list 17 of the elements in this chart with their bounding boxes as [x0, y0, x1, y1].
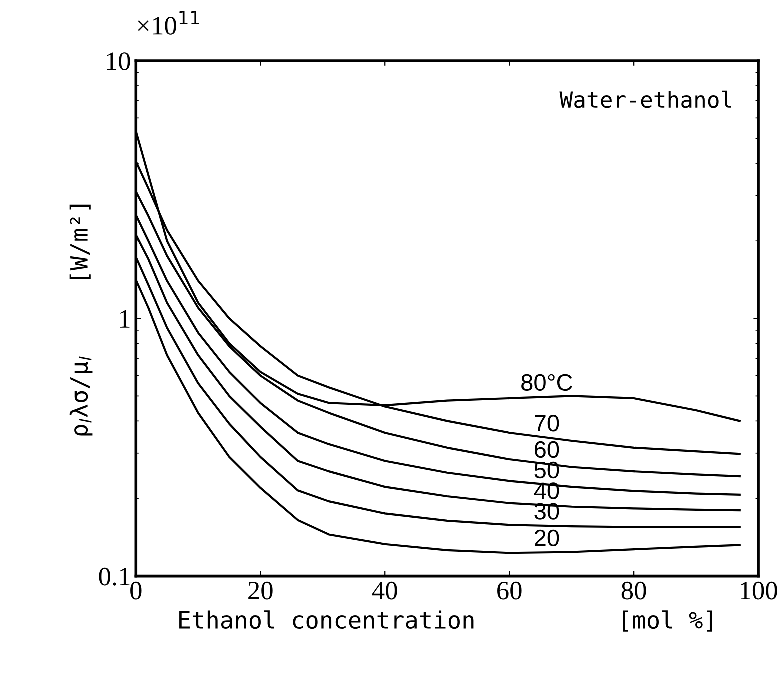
- series-label: 80°C: [522, 374, 572, 392]
- y-tick-label: 10: [107, 52, 130, 70]
- series-label: 70: [535, 415, 560, 432]
- x-tick-label: 40: [372, 582, 398, 600]
- series-label: 60: [535, 441, 560, 458]
- x-tick-label: 20: [248, 582, 273, 600]
- y-tick-label: 0.1: [99, 568, 130, 586]
- y-tick-label: 1: [120, 310, 130, 328]
- text: ρ$_{l}$λσ/μ$_{l}$ [W/m²]: [70, 204, 93, 436]
- series-label: 20: [534, 530, 560, 547]
- x-tick-label: 100: [741, 582, 778, 600]
- text: ×10$^{11}$: [138, 11, 200, 35]
- annotation: Water-ethanol: [560, 90, 732, 108]
- x-tick-label: 60: [498, 582, 522, 600]
- x-axis-title: Ethanol concentration [mol %]: [180, 610, 712, 632]
- x-tick-label: 80: [622, 582, 646, 600]
- x-tick-label: 0: [130, 582, 142, 600]
